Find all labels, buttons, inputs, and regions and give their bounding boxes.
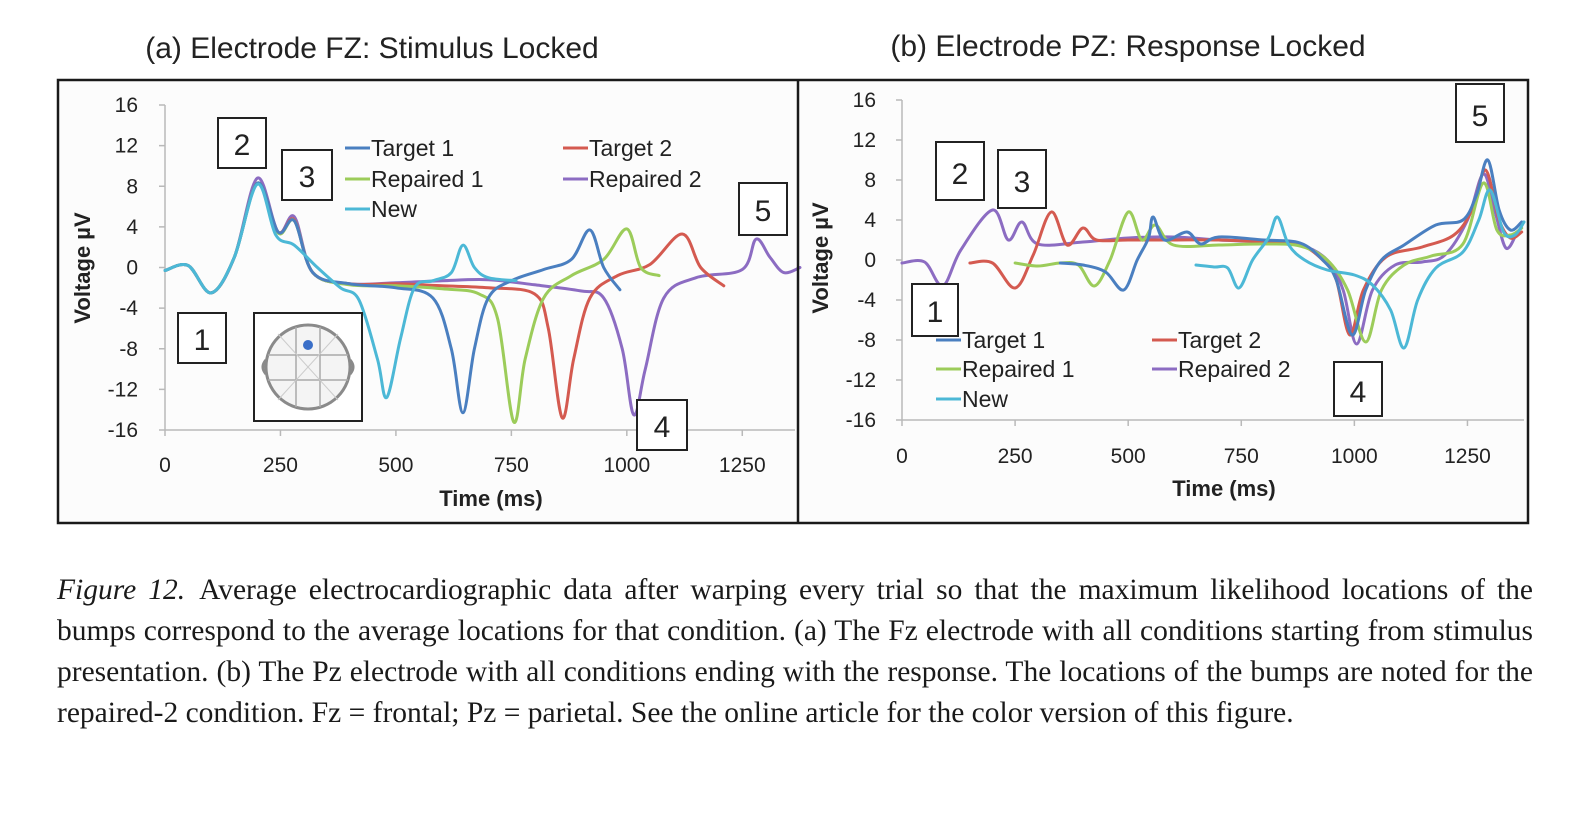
legend-a-repaired-2: Repaired 2 [563,166,702,192]
x-tick-label: 750 [1224,445,1259,468]
panel-b-series [900,158,1526,350]
series-line-repaired-1 [1013,181,1524,344]
y-tick-label: -12 [846,369,876,392]
legend-a-repaired-1: Repaired 1 [345,166,484,192]
panel-b-x-axis-label: Time (ms) [1172,476,1276,501]
legend-b-target-2: Target 2 [1152,327,1261,353]
svg-text:1: 1 [194,324,211,357]
panel-a-bump-2: 2 [217,117,267,169]
panel-a-bump-1: 1 [177,312,227,364]
svg-text:Target 2: Target 2 [1178,327,1261,353]
panel-a-bump-3: 3 [281,149,333,201]
panel-b-bump-4: 4 [1333,361,1383,417]
svg-text:New: New [962,386,1008,412]
y-tick-label: 8 [126,175,138,198]
y-tick-label: 16 [115,94,138,117]
x-tick-label: 1250 [1444,445,1491,468]
caption-label: Figure 12. [57,574,186,606]
y-tick-label: 8 [864,169,876,192]
y-tick-label: 12 [853,129,876,152]
series-line-new [163,182,518,400]
y-tick-label: -8 [119,338,138,361]
panel-b-x-ticks: 0 250 500 750 1000 1250 [896,420,1491,468]
y-tick-label: -16 [108,419,138,442]
y-tick-label: -8 [857,329,876,352]
x-tick-label: 500 [1111,445,1146,468]
y-tick-label: -16 [846,409,876,432]
panel-a-title: (a) Electrode FZ: Stimulus Locked [145,32,599,65]
series-line-target-1 [1058,158,1524,337]
svg-text:5: 5 [755,195,772,228]
panel-b-y-ticks: 16 12 8 4 0 -4 -8 -12 -16 [846,89,902,432]
legend-b-repaired-2: Repaired 2 [1152,356,1291,382]
y-tick-label: -4 [119,297,138,320]
panel-b-legend: Target 1 Repaired 1 New Target 2 Repaire… [936,327,1291,412]
panel-b-y-axis-label: Voltage µV [808,202,833,314]
panel-b-title: (b) Electrode PZ: Response Locked [890,30,1365,63]
x-tick-label: 250 [263,454,298,477]
svg-text:2: 2 [952,158,969,191]
svg-text:Repaired 1: Repaired 1 [962,356,1075,382]
svg-text:4: 4 [654,411,671,444]
x-tick-label: 1000 [603,454,650,477]
svg-text:4: 4 [1350,376,1367,409]
panel-a-legend: Target 1 Repaired 1 New Target 2 Repaire… [345,135,702,222]
svg-text:Repaired 1: Repaired 1 [371,166,484,192]
x-tick-label: 0 [896,445,908,468]
x-tick-label: 1250 [719,454,766,477]
panel-a-bump-4: 4 [636,399,688,451]
y-tick-label: 16 [853,89,876,112]
y-tick-label: 0 [864,249,876,272]
y-tick-label: -12 [108,378,138,401]
series-line-repaired-2 [163,176,802,417]
svg-text:3: 3 [299,161,316,194]
svg-text:Target 2: Target 2 [589,135,672,161]
svg-text:2: 2 [234,129,251,162]
svg-text:5: 5 [1472,100,1489,133]
x-tick-label: 500 [378,454,413,477]
panel-a-bump-5: 5 [738,182,788,236]
legend-a-target-1: Target 1 [345,135,454,161]
legend-b-new: New [936,386,1008,412]
svg-text:Target 1: Target 1 [371,135,454,161]
svg-text:Repaired 2: Repaired 2 [589,166,702,192]
panel-a-x-axis-label: Time (ms) [439,486,543,511]
head-map-icon [253,312,363,422]
legend-b-repaired-1: Repaired 1 [936,356,1075,382]
svg-text:New: New [371,196,417,222]
panel-b-bump-1: 1 [911,283,959,337]
svg-text:Target 1: Target 1 [962,327,1045,353]
panel-b-bump-3: 3 [997,149,1047,209]
y-tick-label: -4 [857,289,876,312]
figure-caption: Figure 12. Average electrocardiographic d… [57,570,1533,734]
svg-text:3: 3 [1014,166,1031,199]
x-tick-label: 0 [159,454,171,477]
x-tick-label: 750 [494,454,529,477]
svg-text:1: 1 [927,296,944,329]
panel-a-y-ticks: 16 12 8 4 0 -4 -8 -12 -16 [108,94,165,442]
x-tick-label: 1000 [1331,445,1378,468]
y-tick-label: 12 [115,135,138,158]
panel-b-bump-5: 5 [1455,83,1505,143]
y-tick-label: 4 [864,209,876,232]
legend-b-target-1: Target 1 [936,327,1045,353]
figure-12: (a) Electrode FZ: Stimulus Locked (b) El… [56,30,1530,525]
series-line-new [1194,188,1526,350]
panel-a-x-ticks: 0 250 500 750 1000 1250 [159,430,766,477]
panel-b-bump-2: 2 [935,141,985,201]
x-tick-label: 250 [998,445,1033,468]
y-tick-label: 4 [126,216,138,239]
panel-a-y-axis-label: Voltage µV [70,212,95,324]
figure-canvas: (a) Electrode FZ: Stimulus Locked (b) El… [56,30,1530,525]
y-tick-label: 0 [126,257,138,280]
figure-frame [56,78,1530,525]
legend-a-new: New [345,196,417,222]
caption-text: Average electrocardiographic data after … [57,574,1533,729]
svg-text:Repaired 2: Repaired 2 [1178,356,1291,382]
legend-a-target-2: Target 2 [563,135,672,161]
panel-a-series [163,176,802,424]
